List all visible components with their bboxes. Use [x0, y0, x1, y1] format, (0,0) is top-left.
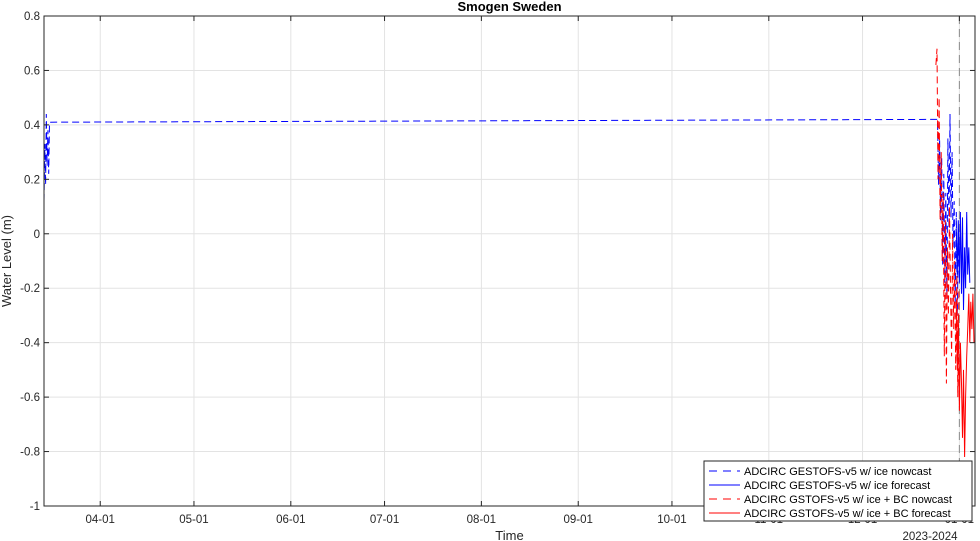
x-tick-label: 07-01: [370, 514, 399, 526]
y-tick-label: 0: [34, 229, 40, 241]
y-tick-label: -0.2: [20, 283, 40, 295]
x-axis-ticks: 04-0105-0106-0107-0108-0109-0110-0111-01…: [86, 16, 974, 526]
x-tick-label: 04-01: [86, 514, 115, 526]
series-line: [43, 113, 959, 316]
x-tick-label: 05-01: [179, 514, 208, 526]
y-tick-label: 0.6: [24, 65, 40, 77]
y-tick-label: -0.8: [20, 447, 40, 459]
y-axis-label: Water Level (m): [0, 215, 14, 307]
legend-box: [703, 460, 973, 522]
y-tick-label: -0.4: [20, 338, 40, 350]
series-line: [955, 211, 971, 311]
y-tick-label: 0.2: [24, 174, 40, 186]
y-tick-label: 0.4: [24, 120, 41, 132]
legend-entry-label: ADCIRC GSTOFS-v5 w/ ice + BC nowcast: [744, 494, 952, 506]
y-axis-ticks: 0.8 0.6 0.4 0.2 0 -0.2 -0.4 -0.6 -0.8 -1: [20, 11, 975, 513]
series-line: [935, 48, 960, 398]
legend: ADCIRC GESTOFS-v5 w/ ice nowcast ADCIRC G…: [703, 460, 973, 522]
x-tick-label: 06-01: [276, 514, 305, 526]
legend-entry-label: ADCIRC GESTOFS-v5 w/ ice nowcast: [744, 466, 931, 478]
series-layer: [43, 16, 975, 506]
x-axis-label: Time: [495, 528, 523, 541]
y-tick-label: -0.6: [20, 392, 40, 404]
chart-title: Smogen Sweden: [457, 0, 561, 14]
x-axis-year-range-label: 2023-2024: [903, 531, 959, 541]
series-line: [955, 293, 975, 458]
y-tick-label: 0.8: [24, 11, 40, 23]
y-tick-label: -1: [30, 501, 40, 513]
plot-area-frame: [43, 15, 976, 507]
legend-entry-label: ADCIRC GSTOFS-v5 w/ ice + BC forecast: [744, 508, 951, 520]
x-tick-label: 10-01: [657, 514, 686, 526]
x-tick-label: 09-01: [564, 514, 593, 526]
legend-entry-label: ADCIRC GESTOFS-v5 w/ ice forecast: [744, 480, 930, 492]
x-tick-label: 08-01: [467, 514, 496, 526]
grid-lines: [44, 15, 975, 507]
